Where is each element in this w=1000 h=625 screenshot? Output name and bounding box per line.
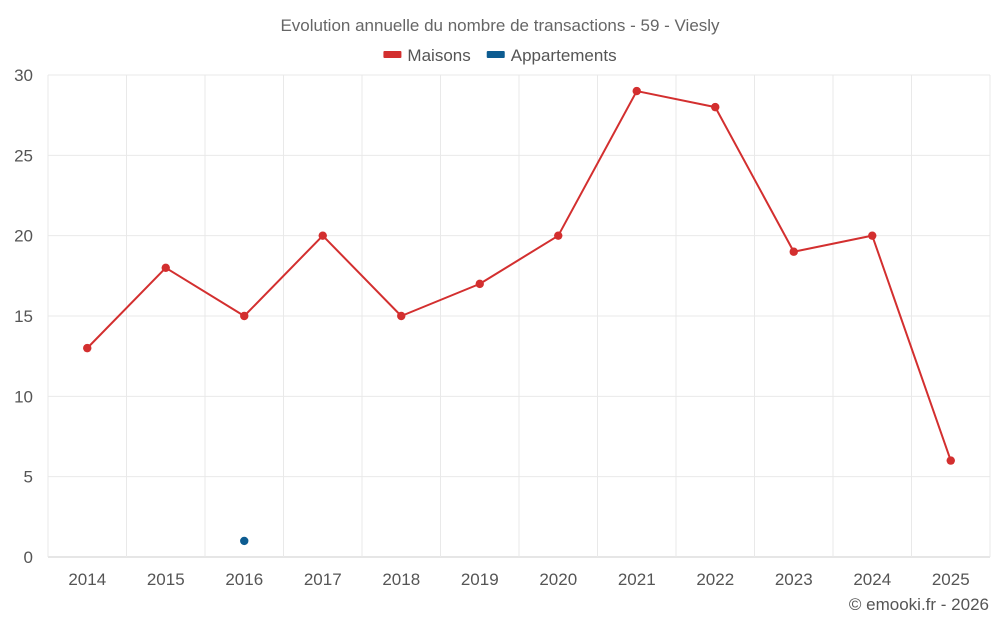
credit-text: © emooki.fr - 2026 bbox=[849, 595, 989, 614]
data-point bbox=[397, 311, 406, 321]
legend: Maisons Appartements bbox=[383, 46, 617, 65]
data-point bbox=[240, 311, 249, 321]
x-tick-label: 2020 bbox=[539, 570, 577, 589]
series-maisons bbox=[83, 86, 955, 465]
y-tick-label: 25 bbox=[14, 146, 33, 165]
y-axis-ticks: 0 5 10 15 20 25 30 bbox=[14, 66, 33, 567]
y-tick-label: 10 bbox=[14, 387, 33, 406]
x-tick-label: 2014 bbox=[68, 570, 106, 589]
x-tick-label: 2023 bbox=[775, 570, 813, 589]
data-point bbox=[632, 86, 641, 96]
legend-swatch-appartements bbox=[486, 51, 505, 58]
data-point bbox=[318, 231, 327, 240]
data-point bbox=[161, 263, 170, 272]
y-tick-label: 20 bbox=[14, 227, 33, 246]
grid bbox=[47, 74, 991, 558]
series-line bbox=[86, 90, 952, 461]
y-tick-label: 0 bbox=[24, 548, 33, 567]
data-point bbox=[946, 456, 955, 465]
x-axis-ticks: 2014 2015 2016 2017 2018 2019 2020 2021 2022 2023… bbox=[68, 570, 969, 589]
data-point bbox=[789, 247, 798, 256]
chart-title: Evolution annuelle du nombre de transact… bbox=[280, 16, 720, 35]
y-tick-label: 30 bbox=[14, 66, 33, 85]
series-layer bbox=[83, 86, 955, 546]
legend-label-maisons: Maisons bbox=[407, 46, 470, 65]
data-point bbox=[240, 536, 249, 546]
x-tick-label: 2021 bbox=[618, 570, 656, 589]
data-point bbox=[83, 343, 92, 353]
x-tick-label: 2015 bbox=[147, 570, 185, 589]
data-point bbox=[711, 102, 720, 112]
x-tick-label: 2018 bbox=[382, 570, 420, 589]
x-tick-label: 2024 bbox=[853, 570, 891, 589]
legend-label-appartements: Appartements bbox=[511, 46, 617, 65]
data-point bbox=[868, 231, 877, 240]
y-tick-label: 5 bbox=[24, 468, 33, 487]
data-point bbox=[554, 231, 563, 240]
x-tick-label: 2019 bbox=[461, 570, 499, 589]
x-tick-label: 2017 bbox=[304, 570, 342, 589]
data-point bbox=[475, 279, 484, 289]
x-tick-label: 2016 bbox=[225, 570, 263, 589]
x-tick-label: 2025 bbox=[932, 570, 970, 589]
legend-swatch-maisons bbox=[383, 51, 402, 58]
series-appartements bbox=[240, 536, 249, 546]
x-tick-label: 2022 bbox=[696, 570, 734, 589]
y-tick-label: 15 bbox=[14, 307, 33, 326]
